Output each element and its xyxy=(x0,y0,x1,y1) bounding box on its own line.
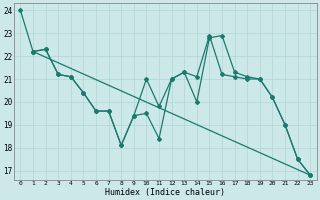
X-axis label: Humidex (Indice chaleur): Humidex (Indice chaleur) xyxy=(105,188,225,197)
